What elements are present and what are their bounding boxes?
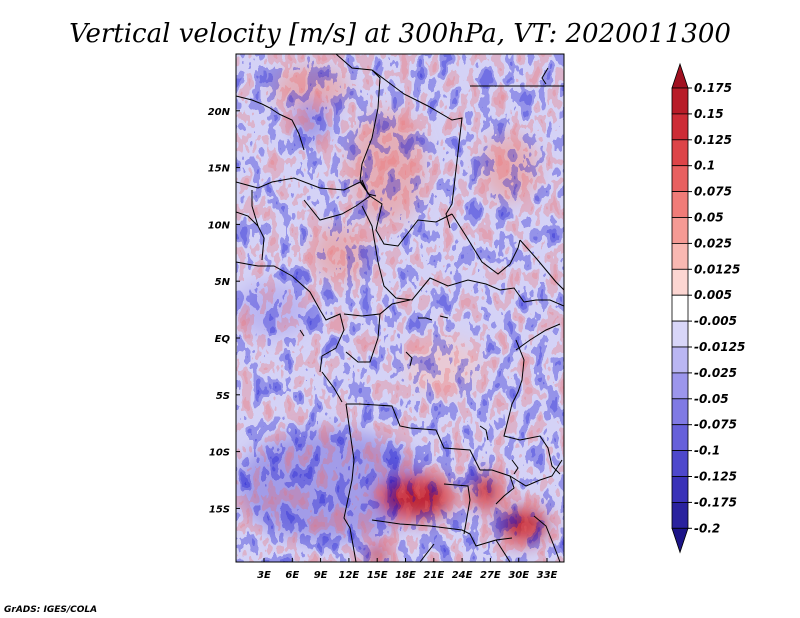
y-axis-ticks: 20N 15N 10N 5N EQ 5S 10S 15S bbox=[208, 107, 240, 515]
x-tick-label: 12E bbox=[339, 570, 360, 581]
colorbar-segment bbox=[671, 242, 689, 270]
y-tick-label: 10N bbox=[208, 220, 231, 231]
colorbar-bottom-arrow bbox=[671, 527, 689, 554]
colorbar-segment bbox=[671, 398, 689, 426]
colorbar-segment bbox=[671, 424, 689, 452]
colorbar-top-arrow bbox=[671, 62, 689, 89]
colorbar-segment bbox=[671, 87, 689, 115]
chart-title: Vertical velocity [m/s] at 300hPa, VT: 2… bbox=[69, 19, 731, 49]
colorbar-segment bbox=[671, 217, 689, 244]
plot-frame bbox=[235, 53, 565, 563]
colorbar-label: -0.0125 bbox=[694, 340, 745, 354]
colorbar-segment bbox=[671, 191, 689, 218]
colorbar-label: 0.005 bbox=[694, 288, 732, 302]
colorbar-label: 0.175 bbox=[694, 81, 732, 95]
colorbar-label: -0.05 bbox=[694, 392, 729, 406]
colorbar: 0.175 0.15 0.125 0.1 0.075 0.05 0.025 0.0125 0.0… bbox=[671, 62, 745, 554]
y-tick-label: 5N bbox=[215, 277, 231, 288]
colorbar-label: 0.1 bbox=[694, 159, 715, 173]
colorbar-label: -0.075 bbox=[694, 418, 737, 432]
colorbar-label: -0.005 bbox=[694, 314, 737, 328]
colorbar-segment bbox=[671, 320, 689, 348]
colorbar-segment bbox=[671, 346, 689, 374]
colorbar-label: 0.125 bbox=[694, 133, 732, 147]
colorbar-label: -0.025 bbox=[694, 366, 737, 380]
y-tick-label: 15N bbox=[208, 164, 231, 175]
x-tick-label: 33E bbox=[537, 570, 558, 581]
x-tick-label: 30E bbox=[508, 570, 529, 581]
x-tick-label: 9E bbox=[314, 570, 328, 581]
x-tick-label: 24E bbox=[452, 570, 473, 581]
colorbar-segment bbox=[671, 372, 689, 400]
y-tick-label: 10S bbox=[209, 448, 230, 459]
x-tick-label: 21E bbox=[423, 570, 444, 581]
x-tick-label: 15E bbox=[367, 570, 388, 581]
grads-credit: GrADS: IGES/COLA bbox=[4, 605, 97, 615]
colorbar-segment bbox=[671, 501, 689, 529]
y-tick-label: 5S bbox=[216, 391, 230, 402]
x-axis-ticks: 3E 6E 9E 12E 15E 18E 21E 24E 27E 30E 33E bbox=[257, 558, 558, 581]
colorbar-label: 0.15 bbox=[694, 107, 724, 121]
field-texture bbox=[236, 54, 564, 562]
colorbar-label: 0.0125 bbox=[694, 262, 740, 276]
colorbar-segment bbox=[671, 450, 689, 477]
x-tick-label: 27E bbox=[480, 570, 501, 581]
y-tick-label: 15S bbox=[209, 504, 230, 515]
country-borders bbox=[236, 54, 564, 562]
colorbar-label: -0.125 bbox=[694, 470, 737, 484]
x-tick-label: 3E bbox=[257, 570, 271, 581]
colorbar-label: 0.05 bbox=[694, 211, 724, 225]
velocity-field bbox=[236, 54, 564, 562]
colorbar-label: -0.1 bbox=[694, 444, 720, 458]
colorbar-segment bbox=[671, 294, 689, 322]
colorbar-segment bbox=[671, 268, 689, 296]
x-tick-label: 6E bbox=[285, 570, 299, 581]
colorbar-segment bbox=[671, 113, 689, 141]
colorbar-segment bbox=[671, 476, 689, 503]
x-tick-label: 18E bbox=[395, 570, 416, 581]
colorbar-segment bbox=[671, 139, 689, 167]
colorbar-label: -0.2 bbox=[694, 521, 720, 535]
colorbar-label: 0.025 bbox=[694, 236, 732, 250]
y-tick-label: EQ bbox=[215, 334, 231, 345]
colorbar-label: -0.175 bbox=[694, 495, 737, 509]
colorbar-label: 0.075 bbox=[694, 185, 732, 199]
y-tick-label: 20N bbox=[208, 107, 231, 118]
colorbar-segment bbox=[671, 165, 689, 192]
